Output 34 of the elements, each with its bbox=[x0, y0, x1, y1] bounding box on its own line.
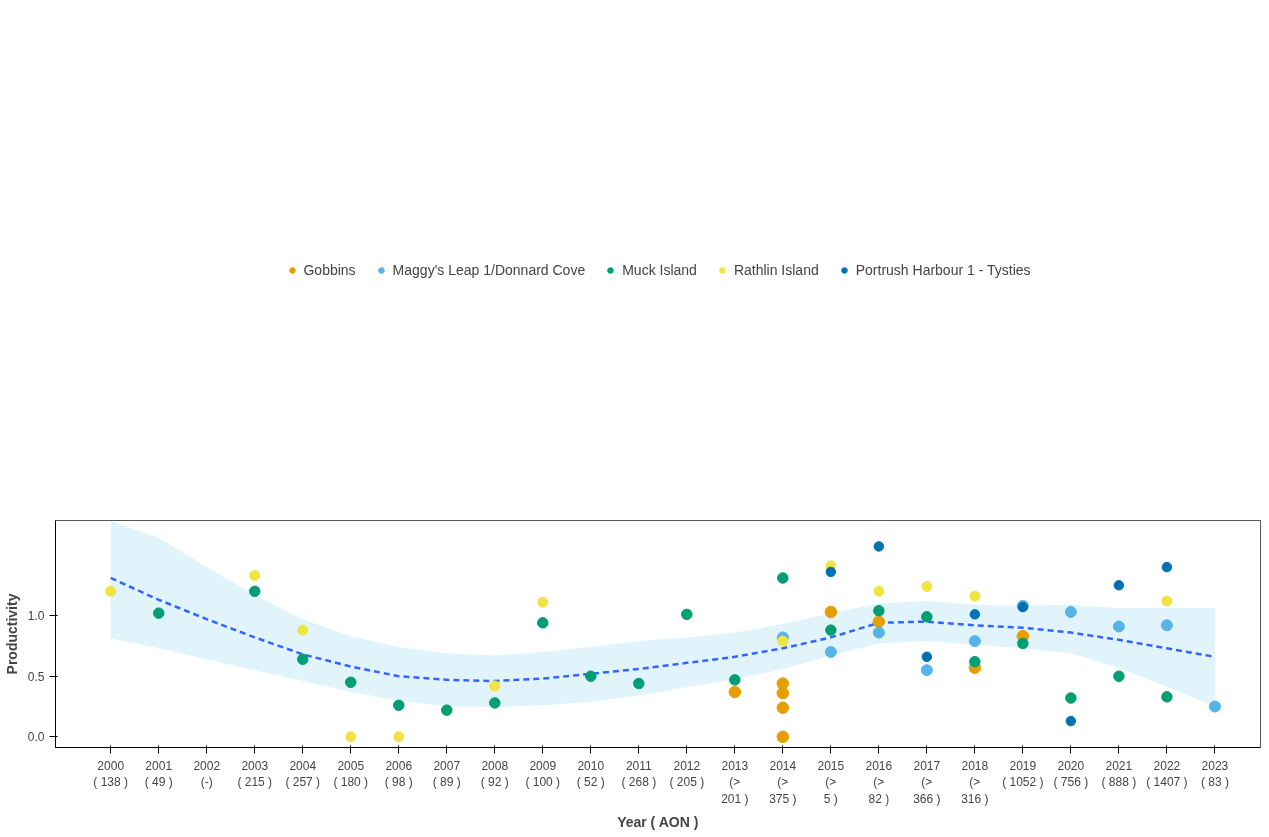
x-tick-label: 2017 (> 366 ) bbox=[913, 758, 941, 807]
x-tick-label: 2014 (> 375 ) bbox=[769, 758, 797, 807]
x-tick-label: 2005 ( 180 ) bbox=[333, 758, 369, 790]
legend-label: Rathlin Island bbox=[733, 262, 819, 278]
x-tick-label: 2000 ( 138 ) bbox=[93, 758, 129, 790]
x-tick-label: 2022 ( 1407 ) bbox=[1146, 758, 1188, 790]
y-tick-label: 0.5 bbox=[27, 669, 45, 684]
x-axis-title: Year ( AON ) bbox=[617, 814, 699, 831]
x-tick-label: 2011 ( 268 ) bbox=[621, 758, 657, 790]
x-tick-label: 2002 (-) bbox=[193, 758, 221, 790]
x-tick-label: 2018 (> 316 ) bbox=[961, 758, 989, 807]
y-tick-label: 1.0 bbox=[27, 609, 45, 624]
x-tick-label: 2013 (> 201 ) bbox=[721, 758, 749, 807]
x-tick-label: 2003 ( 215 ) bbox=[237, 758, 273, 790]
x-tick-label: 2012 ( 205 ) bbox=[669, 758, 705, 790]
x-tick-label: 2004 ( 257 ) bbox=[285, 758, 321, 790]
x-tick-label: 2001 ( 49 ) bbox=[144, 758, 173, 790]
x-tick-label: 2023 ( 83 ) bbox=[1200, 758, 1229, 790]
legend-label: Gobbins bbox=[303, 262, 356, 278]
legend-label: Maggy's Leap 1/Donnard Cove bbox=[392, 262, 586, 278]
x-tick-label: 2019 ( 1052 ) bbox=[1002, 758, 1044, 790]
x-tick-label: 2021 ( 888 ) bbox=[1101, 758, 1137, 790]
y-tick-label: 0.0 bbox=[27, 730, 45, 745]
x-tick-label: 2020 ( 756 ) bbox=[1053, 758, 1089, 790]
x-tick-label: 2016 (> 82 ) bbox=[865, 758, 893, 807]
x-tick-label: 2015 (> 5 ) bbox=[817, 758, 845, 807]
legend-label: Portrush Harbour 1 - Tysties bbox=[855, 262, 1031, 278]
x-tick-label: 2008 ( 92 ) bbox=[480, 758, 509, 790]
x-tick-label: 2006 ( 98 ) bbox=[384, 758, 413, 790]
x-tick-label: 2010 ( 52 ) bbox=[576, 758, 605, 790]
x-tick-label: 2009 ( 100 ) bbox=[525, 758, 561, 790]
y-axis-title: Productivity bbox=[3, 593, 20, 675]
x-tick-label: 2007 ( 89 ) bbox=[432, 758, 461, 790]
legend-label: Muck Island bbox=[622, 262, 697, 278]
